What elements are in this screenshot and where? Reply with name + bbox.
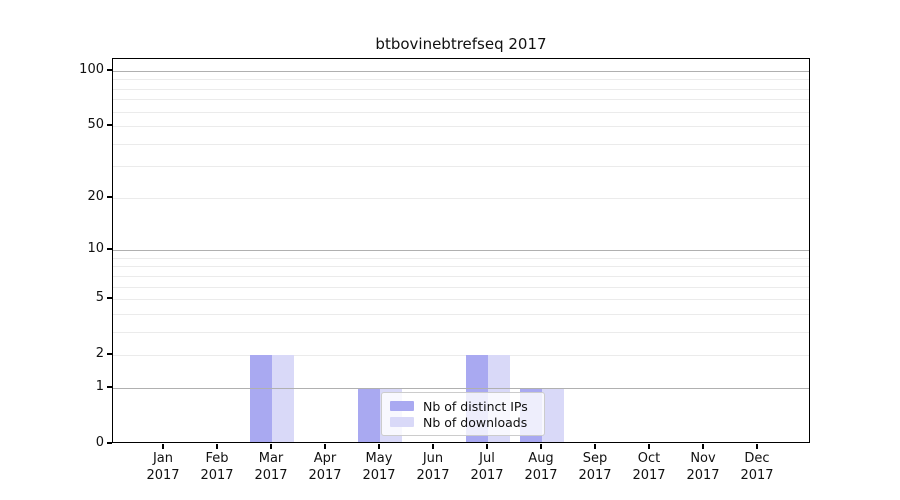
major-gridlines-layer [113, 59, 809, 442]
minor-gridline [113, 299, 809, 301]
y-tick-label: 50 [87, 117, 104, 133]
chart-title: btbovinebtrefseq 2017 [375, 35, 547, 53]
minor-gridline [113, 126, 809, 128]
y-tick-mark [107, 353, 112, 355]
y-tick-mark [107, 124, 112, 126]
y-tick-label: 2 [95, 346, 104, 362]
x-tick-mark [432, 444, 434, 449]
x-tick-mark [702, 444, 704, 449]
minor-gridline [113, 111, 809, 113]
minor-gridline [113, 88, 809, 90]
legend-label-downloads: Nb of downloads [423, 414, 528, 430]
x-tick-label: Dec 2017 [740, 451, 774, 483]
legend: Nb of distinct IPs Nb of downloads [381, 392, 545, 436]
minor-gridline [113, 79, 809, 81]
x-tick-label: Feb 2017 [200, 451, 234, 483]
x-tick-label: May 2017 [362, 451, 396, 483]
y-tick-label: 1 [95, 378, 104, 394]
legend-swatch-downloads [390, 417, 414, 427]
x-tick-label: Nov 2017 [686, 451, 720, 483]
minor-gridline [113, 275, 809, 277]
x-tick-mark [324, 444, 326, 449]
legend-swatch-distinct-ips [390, 401, 414, 411]
minor-gridline [113, 197, 809, 199]
x-tick-mark [216, 444, 218, 449]
major-gridline [113, 71, 809, 72]
x-tick-mark [540, 444, 542, 449]
x-tick-label: Oct 2017 [632, 451, 666, 483]
major-gridline [113, 387, 809, 389]
y-tick-mark [107, 196, 112, 198]
legend-label-distinct-ips: Nb of distinct IPs [423, 398, 528, 414]
y-tick-mark [107, 442, 112, 444]
bar-downloads-aug [542, 387, 564, 443]
minor-gridline [113, 257, 809, 259]
bar-downloads-mar [272, 355, 294, 443]
x-tick-label: Sep 2017 [578, 451, 612, 483]
minor-gridline [113, 313, 809, 315]
y-tick-label: 100 [79, 62, 104, 77]
x-tick-mark [378, 444, 380, 449]
x-tick-label: Jan 2017 [146, 451, 180, 483]
plot-area [112, 58, 810, 443]
minor-gridline [113, 99, 809, 101]
minor-gridline [113, 331, 809, 333]
legend-row: Nb of distinct IPs [390, 398, 536, 414]
x-tick-mark [594, 444, 596, 449]
y-tick-mark [107, 69, 112, 71]
y-tick-label: 0 [95, 435, 104, 450]
major-gridline [113, 250, 809, 252]
minor-gridline [113, 355, 809, 357]
x-tick-label: Jul 2017 [470, 451, 504, 483]
x-tick-mark [486, 444, 488, 449]
y-tick-label: 10 [87, 241, 104, 257]
y-tick-label: 5 [95, 290, 104, 306]
y-tick-mark [107, 248, 112, 250]
x-tick-label: Aug 2017 [524, 451, 558, 483]
y-tick-label: 20 [87, 188, 104, 204]
x-tick-mark [270, 444, 272, 449]
x-tick-mark [648, 444, 650, 449]
x-tick-mark [756, 444, 758, 449]
minor-gridlines-layer [113, 59, 809, 442]
minor-gridline [113, 166, 809, 168]
bar-distinct-ips-may [358, 387, 380, 443]
x-tick-mark [162, 444, 164, 449]
x-tick-label: Jun 2017 [416, 451, 450, 483]
y-tick-mark [107, 386, 112, 388]
x-tick-label: Mar 2017 [254, 451, 288, 483]
minor-gridline [113, 266, 809, 268]
legend-row: Nb of downloads [390, 414, 536, 430]
minor-gridline [113, 286, 809, 288]
bar-distinct-ips-mar [250, 355, 272, 443]
minor-gridline [113, 143, 809, 145]
y-tick-mark [107, 297, 112, 299]
x-tick-label: Apr 2017 [308, 451, 342, 483]
